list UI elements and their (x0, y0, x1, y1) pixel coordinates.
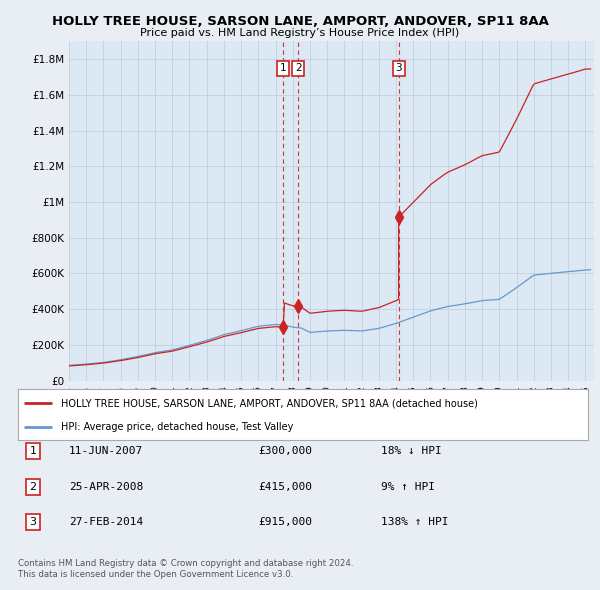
Text: 25-APR-2008: 25-APR-2008 (69, 482, 143, 491)
Text: 18% ↓ HPI: 18% ↓ HPI (381, 447, 442, 456)
Text: £915,000: £915,000 (258, 517, 312, 527)
Text: Price paid vs. HM Land Registry’s House Price Index (HPI): Price paid vs. HM Land Registry’s House … (140, 28, 460, 38)
Text: 2: 2 (29, 482, 37, 491)
Text: £415,000: £415,000 (258, 482, 312, 491)
Text: HOLLY TREE HOUSE, SARSON LANE, AMPORT, ANDOVER, SP11 8AA: HOLLY TREE HOUSE, SARSON LANE, AMPORT, A… (52, 15, 548, 28)
Text: 3: 3 (395, 64, 402, 73)
Text: Contains HM Land Registry data © Crown copyright and database right 2024.: Contains HM Land Registry data © Crown c… (18, 559, 353, 568)
Text: This data is licensed under the Open Government Licence v3.0.: This data is licensed under the Open Gov… (18, 571, 293, 579)
Text: 1: 1 (280, 64, 286, 73)
Text: HPI: Average price, detached house, Test Valley: HPI: Average price, detached house, Test… (61, 422, 293, 432)
Text: 138% ↑ HPI: 138% ↑ HPI (381, 517, 449, 527)
Text: 11-JUN-2007: 11-JUN-2007 (69, 447, 143, 456)
Text: £300,000: £300,000 (258, 447, 312, 456)
Text: 9% ↑ HPI: 9% ↑ HPI (381, 482, 435, 491)
Text: 1: 1 (29, 447, 37, 456)
Text: 3: 3 (29, 517, 37, 527)
Text: 27-FEB-2014: 27-FEB-2014 (69, 517, 143, 527)
Text: HOLLY TREE HOUSE, SARSON LANE, AMPORT, ANDOVER, SP11 8AA (detached house): HOLLY TREE HOUSE, SARSON LANE, AMPORT, A… (61, 398, 478, 408)
Text: 2: 2 (295, 64, 302, 73)
